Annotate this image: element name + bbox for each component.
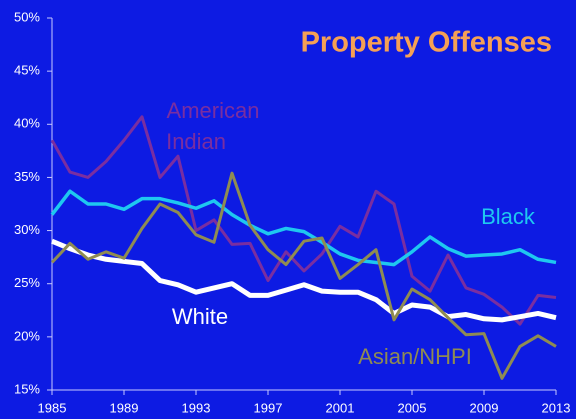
series-label: Asian/NHPI xyxy=(358,344,472,369)
y-tick-label: 15% xyxy=(14,381,40,396)
series-line xyxy=(51,238,557,323)
series-label: Black xyxy=(481,204,536,229)
y-tick-label: 25% xyxy=(14,275,40,290)
x-tick-label: 1985 xyxy=(38,400,67,415)
series-line xyxy=(50,189,557,267)
series-label: White xyxy=(172,304,228,329)
series-line xyxy=(50,115,557,326)
x-tick-label: 2001 xyxy=(326,400,355,415)
y-tick-label: 30% xyxy=(14,222,40,237)
chart-title: Property Offenses xyxy=(301,27,552,59)
series-line xyxy=(50,171,557,380)
x-tick-label: 1989 xyxy=(110,400,139,415)
y-tick-label: 35% xyxy=(14,169,40,184)
y-tick-label: 40% xyxy=(14,116,40,131)
x-tick-label: 2013 xyxy=(542,400,571,415)
y-tick-label: 20% xyxy=(14,328,40,343)
x-tick-label: 2009 xyxy=(470,400,499,415)
y-tick-label: 45% xyxy=(14,63,40,78)
x-tick-label: 1993 xyxy=(182,400,211,415)
y-tick-label: 50% xyxy=(14,9,40,24)
series-label: American Indian xyxy=(160,98,259,154)
x-tick-label: 1997 xyxy=(254,400,283,415)
x-tick-label: 2005 xyxy=(398,400,427,415)
